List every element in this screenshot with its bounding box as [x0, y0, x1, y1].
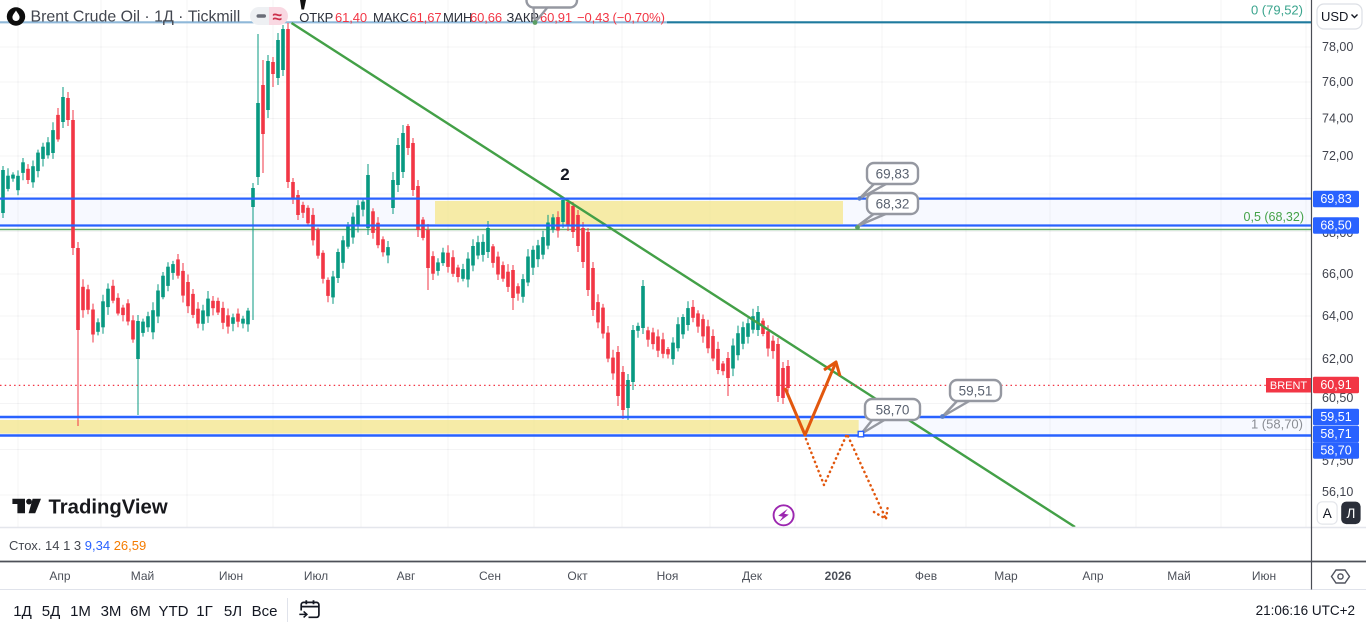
svg-text:1Д: 1Д: [13, 603, 32, 620]
svg-text:Май: Май: [1167, 569, 1191, 583]
svg-text:76,00: 76,00: [1322, 75, 1353, 89]
svg-text:64,00: 64,00: [1322, 309, 1353, 323]
svg-text:1М: 1М: [70, 603, 91, 620]
svg-text:62,00: 62,00: [1322, 352, 1353, 366]
svg-text:6М: 6М: [130, 603, 151, 620]
svg-text:1 (58,70): 1 (58,70): [1251, 417, 1303, 432]
svg-text:66,00: 66,00: [1322, 267, 1353, 281]
svg-text:Л: Л: [1346, 506, 1355, 521]
svg-text:69,83: 69,83: [1320, 192, 1351, 206]
svg-text:5Л: 5Л: [224, 603, 242, 620]
svg-text:Дек: Дек: [742, 569, 763, 583]
svg-text:Ноя: Ноя: [657, 569, 679, 583]
svg-text:56,10: 56,10: [1322, 485, 1353, 499]
svg-text:68,50: 68,50: [1320, 219, 1351, 233]
svg-text:78,00: 78,00: [1322, 40, 1353, 54]
svg-text:5Д: 5Д: [42, 603, 61, 620]
svg-text:1Г: 1Г: [196, 603, 212, 620]
svg-text:58,71: 58,71: [1320, 427, 1351, 441]
svg-text:3М: 3М: [101, 603, 122, 620]
svg-text:Июн: Июн: [219, 569, 243, 583]
svg-text:(−0,70%): (−0,70%): [613, 10, 665, 25]
svg-text:Brent Crude Oil · 1Д · Tickmil: Brent Crude Oil · 1Д · Tickmill: [31, 9, 241, 26]
svg-text:Апр: Апр: [1082, 569, 1104, 583]
svg-text:Мар: Мар: [994, 569, 1018, 583]
svg-text:BRENT: BRENT: [1270, 380, 1308, 392]
svg-text:МИН: МИН: [443, 10, 472, 25]
svg-text:0 (79,52): 0 (79,52): [1251, 3, 1303, 18]
svg-text:68,32: 68,32: [876, 196, 910, 211]
svg-text:21:06:16 UTC+2: 21:06:16 UTC+2: [1256, 603, 1355, 618]
svg-text:А: А: [1323, 506, 1332, 521]
svg-text:60,50: 60,50: [1322, 391, 1353, 405]
svg-text:58,70: 58,70: [876, 402, 910, 417]
svg-text:74,00: 74,00: [1322, 112, 1353, 126]
svg-text:−0,43: −0,43: [577, 10, 609, 25]
svg-text:YTD: YTD: [159, 603, 189, 620]
svg-text:60,91: 60,91: [1320, 378, 1351, 392]
svg-text:≈: ≈: [273, 8, 282, 27]
svg-text:Окт: Окт: [567, 569, 588, 583]
svg-text:ЗАКР: ЗАКР: [507, 10, 539, 25]
svg-text:Авг: Авг: [397, 569, 416, 583]
svg-text:Май: Май: [131, 569, 155, 583]
svg-text:TradingView: TradingView: [49, 496, 168, 518]
svg-text:59,51: 59,51: [959, 383, 993, 398]
svg-text:Апр: Апр: [49, 569, 71, 583]
svg-text:Сен: Сен: [479, 569, 501, 583]
svg-text:61,67: 61,67: [410, 10, 442, 25]
svg-text:МАКС: МАКС: [373, 10, 409, 25]
svg-text:Все: Все: [252, 603, 278, 620]
svg-text:Стох. 14 1 3 9,34 26,59: Стох. 14 1 3 9,34 26,59: [9, 538, 146, 553]
svg-text:Июн: Июн: [1252, 569, 1276, 583]
svg-text:ОТКР: ОТКР: [299, 10, 333, 25]
svg-text:60,91: 60,91: [540, 10, 572, 25]
svg-text:59,51: 59,51: [1320, 410, 1351, 424]
svg-text:60,66: 60,66: [470, 10, 502, 25]
svg-text:USD: USD: [1321, 9, 1348, 24]
svg-text:69,83: 69,83: [876, 166, 910, 181]
svg-text:58,70: 58,70: [1320, 444, 1351, 458]
svg-text:Фев: Фев: [915, 569, 937, 583]
svg-text:2: 2: [560, 165, 569, 184]
svg-text:Июл: Июл: [304, 569, 328, 583]
svg-text:72,00: 72,00: [1322, 149, 1353, 163]
svg-text:61,40: 61,40: [335, 10, 367, 25]
svg-text:2026: 2026: [825, 569, 852, 583]
svg-text:0,5 (68,32): 0,5 (68,32): [1244, 210, 1304, 224]
